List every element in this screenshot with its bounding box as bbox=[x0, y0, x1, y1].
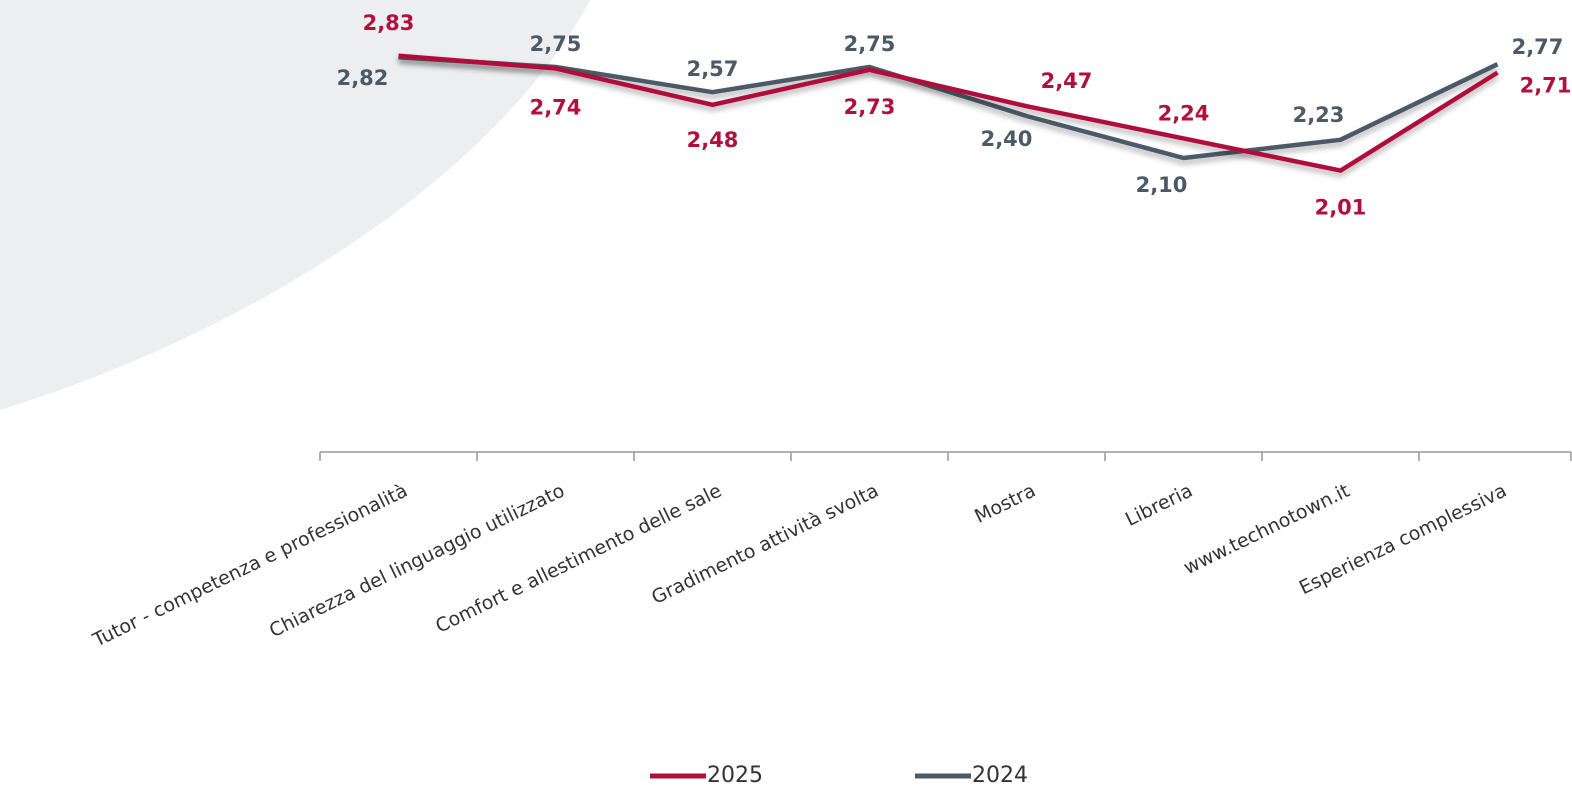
value-label: 2,57 bbox=[687, 57, 739, 81]
x-tick-label: Mostra bbox=[971, 480, 1039, 528]
value-label: 2,75 bbox=[844, 32, 896, 56]
legend-label: 2024 bbox=[972, 763, 1028, 788]
value-label: 2,01 bbox=[1315, 196, 1367, 220]
legend-label: 2025 bbox=[707, 763, 763, 788]
value-label: 2,74 bbox=[530, 95, 582, 119]
value-label: 2,10 bbox=[1136, 173, 1188, 197]
value-label: 2,47 bbox=[1041, 69, 1093, 93]
value-label: 2,83 bbox=[363, 11, 415, 35]
value-label: 2,24 bbox=[1158, 101, 1210, 125]
value-label: 2,75 bbox=[530, 32, 582, 56]
value-label: 2,48 bbox=[687, 128, 739, 152]
background-shape bbox=[0, 0, 590, 410]
x-tick-label: Tutor - competenza e professionalità bbox=[89, 480, 411, 652]
line-series bbox=[398, 54, 1499, 161]
value-label: 2,40 bbox=[981, 127, 1033, 151]
line-series bbox=[398, 53, 1499, 173]
x-tick-label: Comfort e allestimento delle sale bbox=[432, 480, 725, 638]
value-label: 2,23 bbox=[1293, 103, 1345, 127]
value-label: 2,82 bbox=[337, 66, 389, 90]
value-label: 2,77 bbox=[1512, 35, 1564, 59]
x-tick-label: Libreria bbox=[1122, 480, 1196, 531]
x-tick-label: Chiarezza del linguaggio utilizzato bbox=[266, 480, 568, 642]
value-label: 2,71 bbox=[1520, 74, 1572, 98]
value-label: 2,73 bbox=[844, 95, 896, 119]
